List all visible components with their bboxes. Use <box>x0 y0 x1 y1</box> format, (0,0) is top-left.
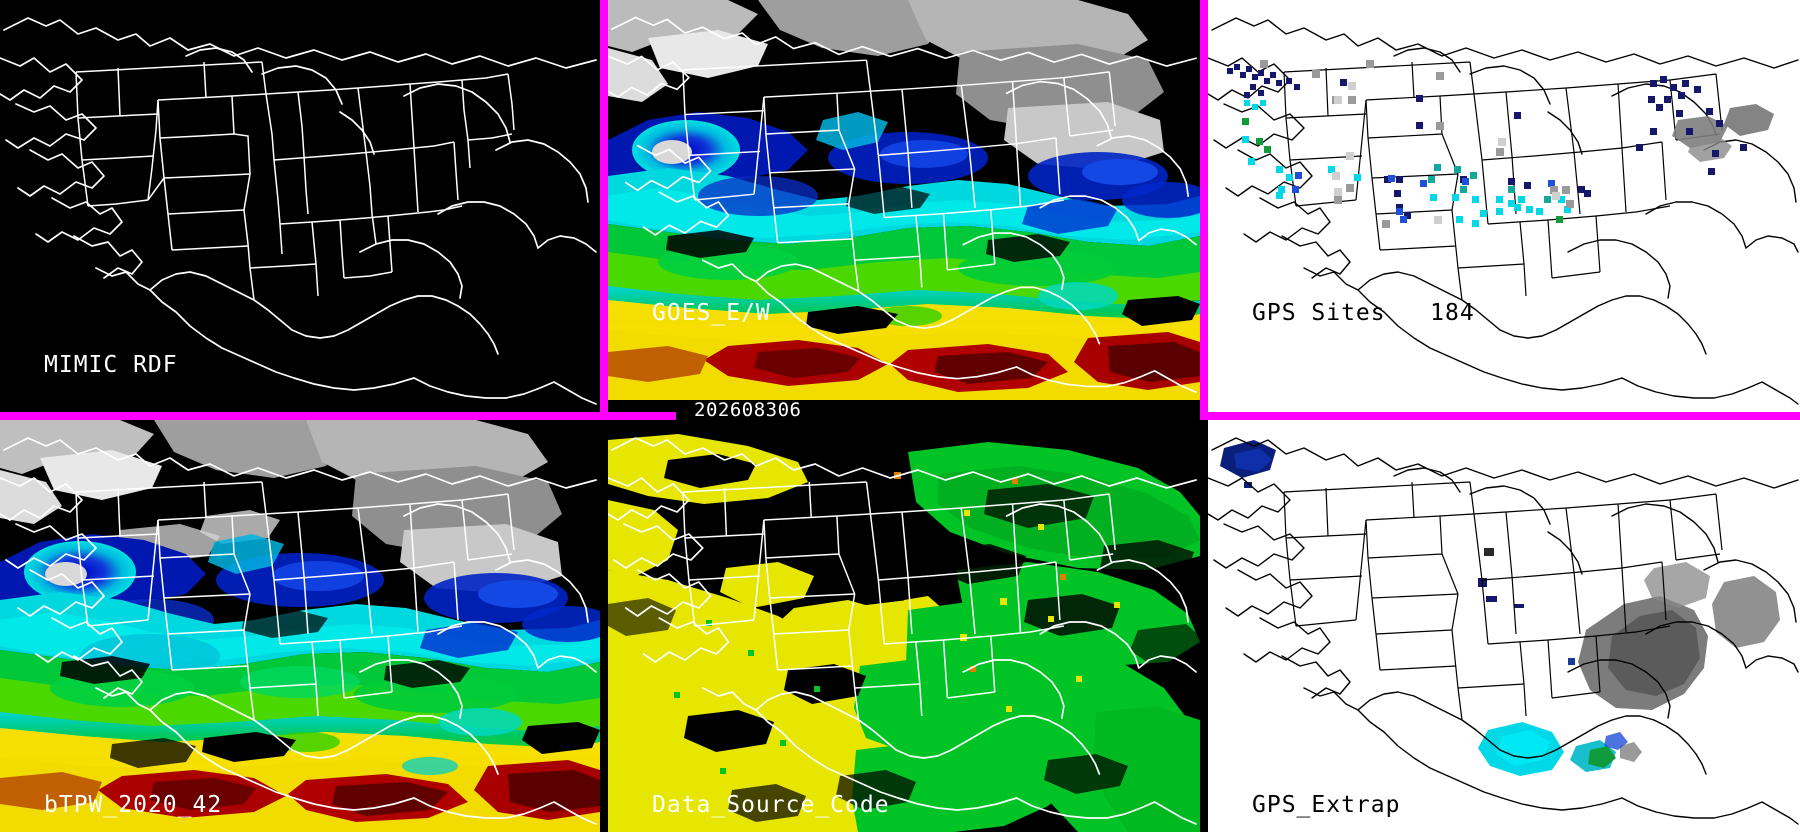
data-source-code-field <box>608 420 1200 832</box>
panel-mimic-rdf[interactable]: MIMIC RDF <box>0 0 600 412</box>
mimic-rdf-basemap <box>0 17 597 405</box>
timestamp-text: 202608306 <box>694 399 802 421</box>
panel-label-gps-extrap: GPS_Extrap <box>1252 792 1401 818</box>
panel-goes-ew[interactable]: GOES_E/W <box>608 0 1200 400</box>
panel-label-mimic-rdf: MIMIC RDF <box>44 352 178 378</box>
panel-data-source-code[interactable]: Data_Source_Code <box>608 420 1200 832</box>
panel-gps-extrap[interactable]: GPS_Extrap <box>1208 420 1800 832</box>
panel-label-goes-ew: GOES_E/W <box>652 300 771 326</box>
goes-ew-tpw-field <box>608 0 1200 400</box>
panel-gps-sites[interactable]: GPS Sites 184 <box>1208 0 1800 412</box>
border-horizontal-right <box>1208 412 1800 420</box>
border-vertical-right <box>1200 0 1208 420</box>
panel-label-data-source-code: Data_Source_Code <box>652 792 890 818</box>
timestamp-bar: 202608306 <box>676 399 1200 421</box>
btpw-field <box>0 420 600 832</box>
panel-btpw[interactable]: bTPW_2020_42 <box>0 420 600 832</box>
gps-sites-basemap <box>1208 0 1800 412</box>
gps-extrap-basemap <box>1208 420 1800 832</box>
border-horizontal-left <box>0 412 600 420</box>
border-vertical-left <box>600 0 608 420</box>
panel-label-btpw: bTPW_2020_42 <box>44 792 223 818</box>
panel-label-gps-sites: GPS Sites 184 <box>1252 300 1475 326</box>
gps-site-markers <box>1227 60 1747 228</box>
